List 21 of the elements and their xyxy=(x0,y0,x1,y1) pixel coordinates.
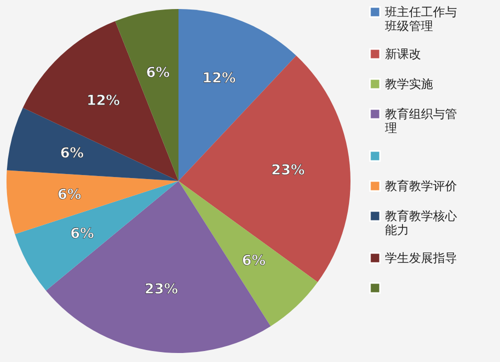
legend-label: 教学实施 xyxy=(385,77,433,91)
pie-slice xyxy=(22,21,178,181)
pie-slice xyxy=(46,181,271,353)
pie-slice xyxy=(178,56,350,282)
data-label: 6% xyxy=(146,64,170,81)
data-label: 23% xyxy=(271,162,305,179)
data-label: 12% xyxy=(202,70,236,87)
data-label: 12% xyxy=(86,92,120,109)
legend-label: 新课改 xyxy=(385,47,421,61)
legend-label: 班主任工作与班级管理 xyxy=(385,5,457,33)
data-label: 6% xyxy=(57,186,82,203)
data-label: 23% xyxy=(144,282,178,298)
legend-label: 教育教学评价 xyxy=(385,179,457,193)
pie-slice xyxy=(6,108,178,181)
pie-slice xyxy=(178,181,318,326)
legend-label: 教育教学核心能力 xyxy=(385,209,457,237)
data-label: 6% xyxy=(242,253,266,270)
legend-label: 教育组织与管理 xyxy=(385,107,457,135)
data-label: 6% xyxy=(60,146,84,162)
legend-label: 学生发展指导 xyxy=(385,251,457,265)
data-label: 6% xyxy=(70,226,94,242)
